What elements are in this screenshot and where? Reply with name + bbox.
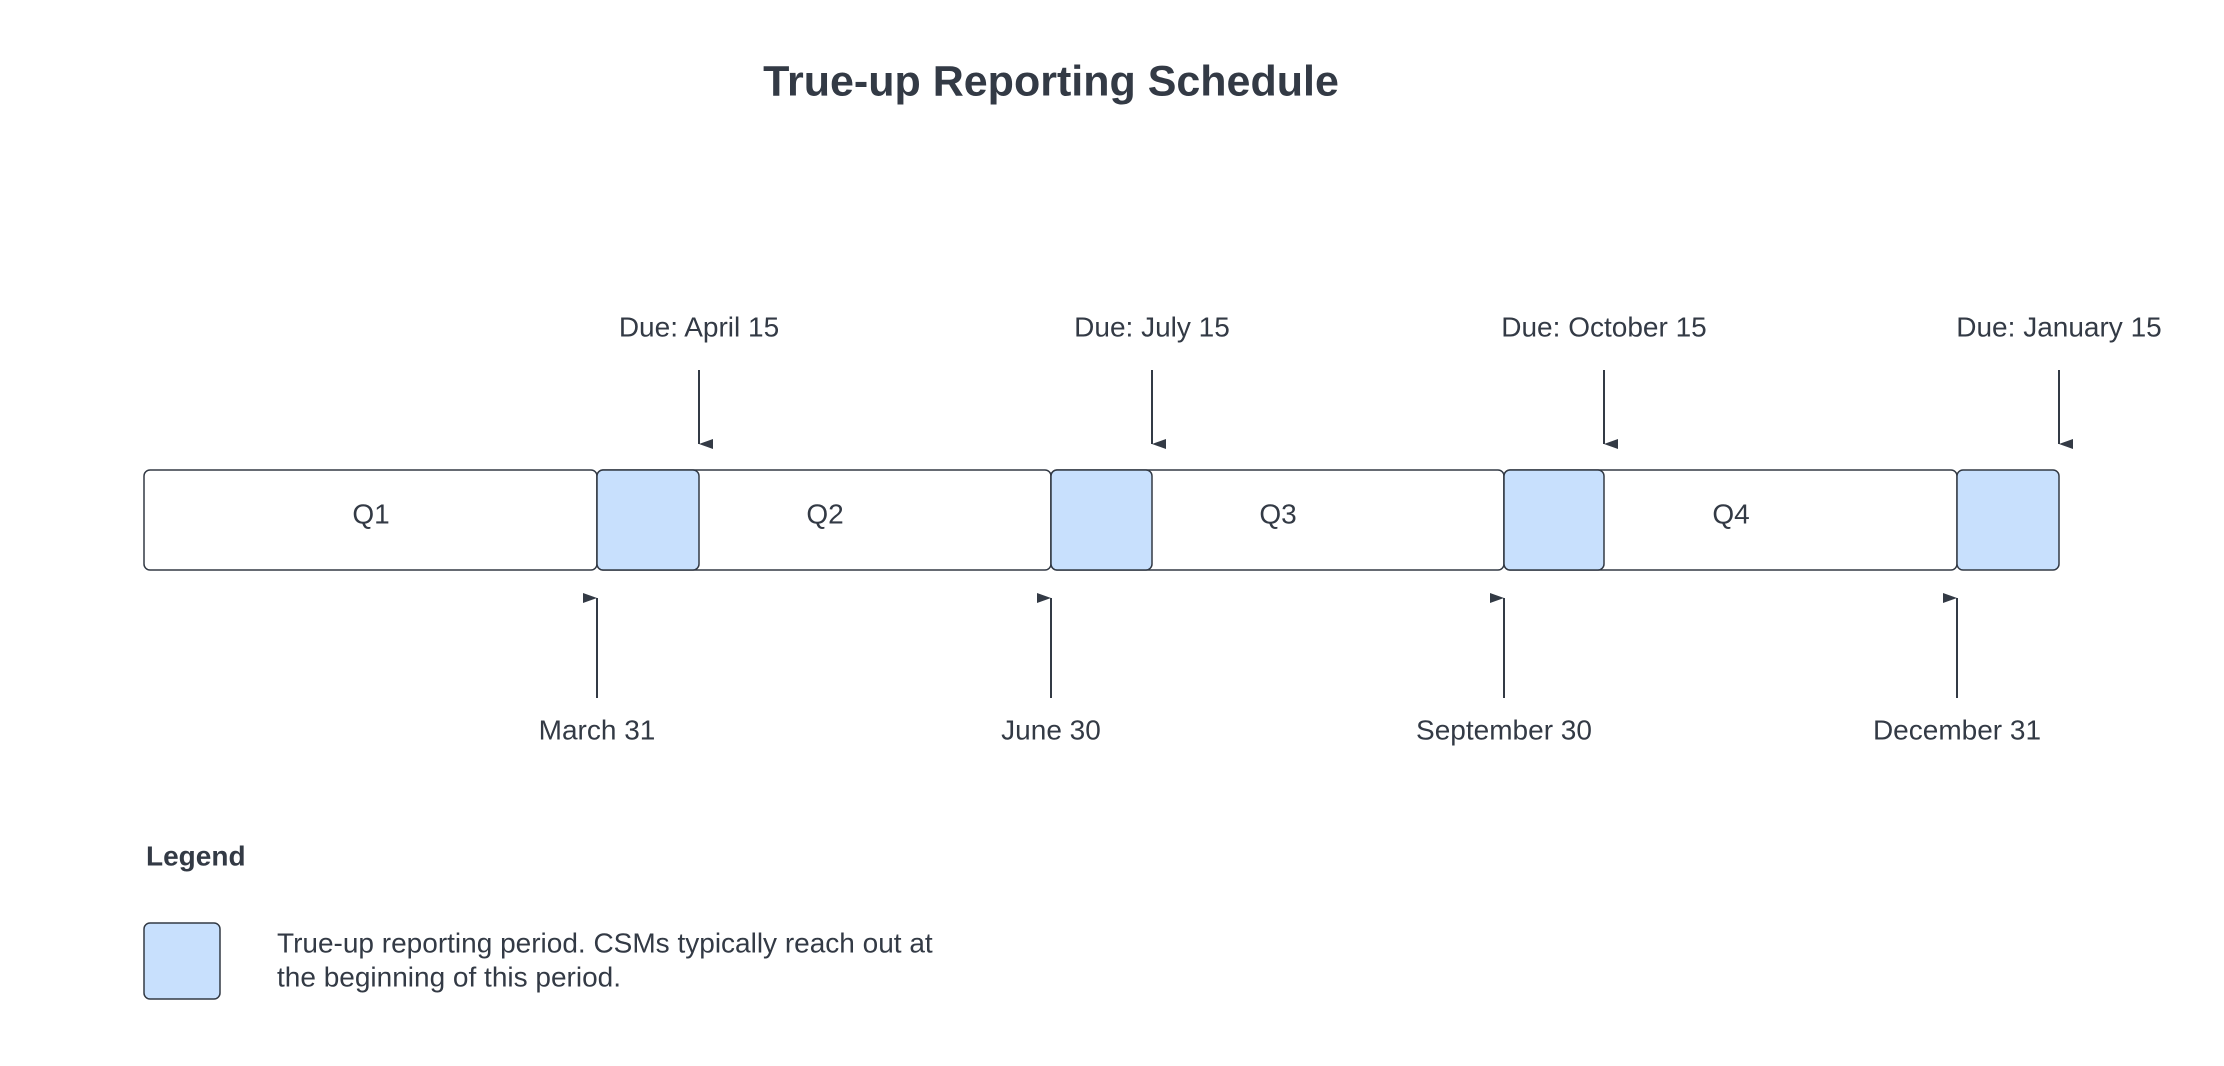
reporting-period <box>596 469 700 571</box>
reporting-period <box>1050 469 1153 571</box>
legend-text: the beginning of this period. <box>277 961 621 992</box>
quarter-label: Q4 <box>1712 498 1749 529</box>
period-end: March 31 <box>539 714 656 745</box>
legend-text: True-up reporting period. CSMs typically… <box>277 927 933 958</box>
period-end: December 31 <box>1873 714 2041 745</box>
due-date: Due: October 15 <box>1501 311 1706 342</box>
title: True-up Reporting Schedule <box>763 57 1339 105</box>
reporting-period <box>1956 469 2060 571</box>
reporting-period <box>1503 469 1605 571</box>
due-date: Due: January 15 <box>1956 311 2161 342</box>
legend-title: Legend <box>146 840 246 871</box>
legend-swatch <box>143 922 221 1000</box>
period-end: June 30 <box>1001 714 1101 745</box>
quarter-label: Q1 <box>352 498 389 529</box>
period-end: September 30 <box>1416 714 1592 745</box>
quarter-label: Q2 <box>806 498 843 529</box>
due-date: Due: April 15 <box>619 311 779 342</box>
quarter-label: Q3 <box>1259 498 1296 529</box>
due-date: Due: July 15 <box>1074 311 1230 342</box>
